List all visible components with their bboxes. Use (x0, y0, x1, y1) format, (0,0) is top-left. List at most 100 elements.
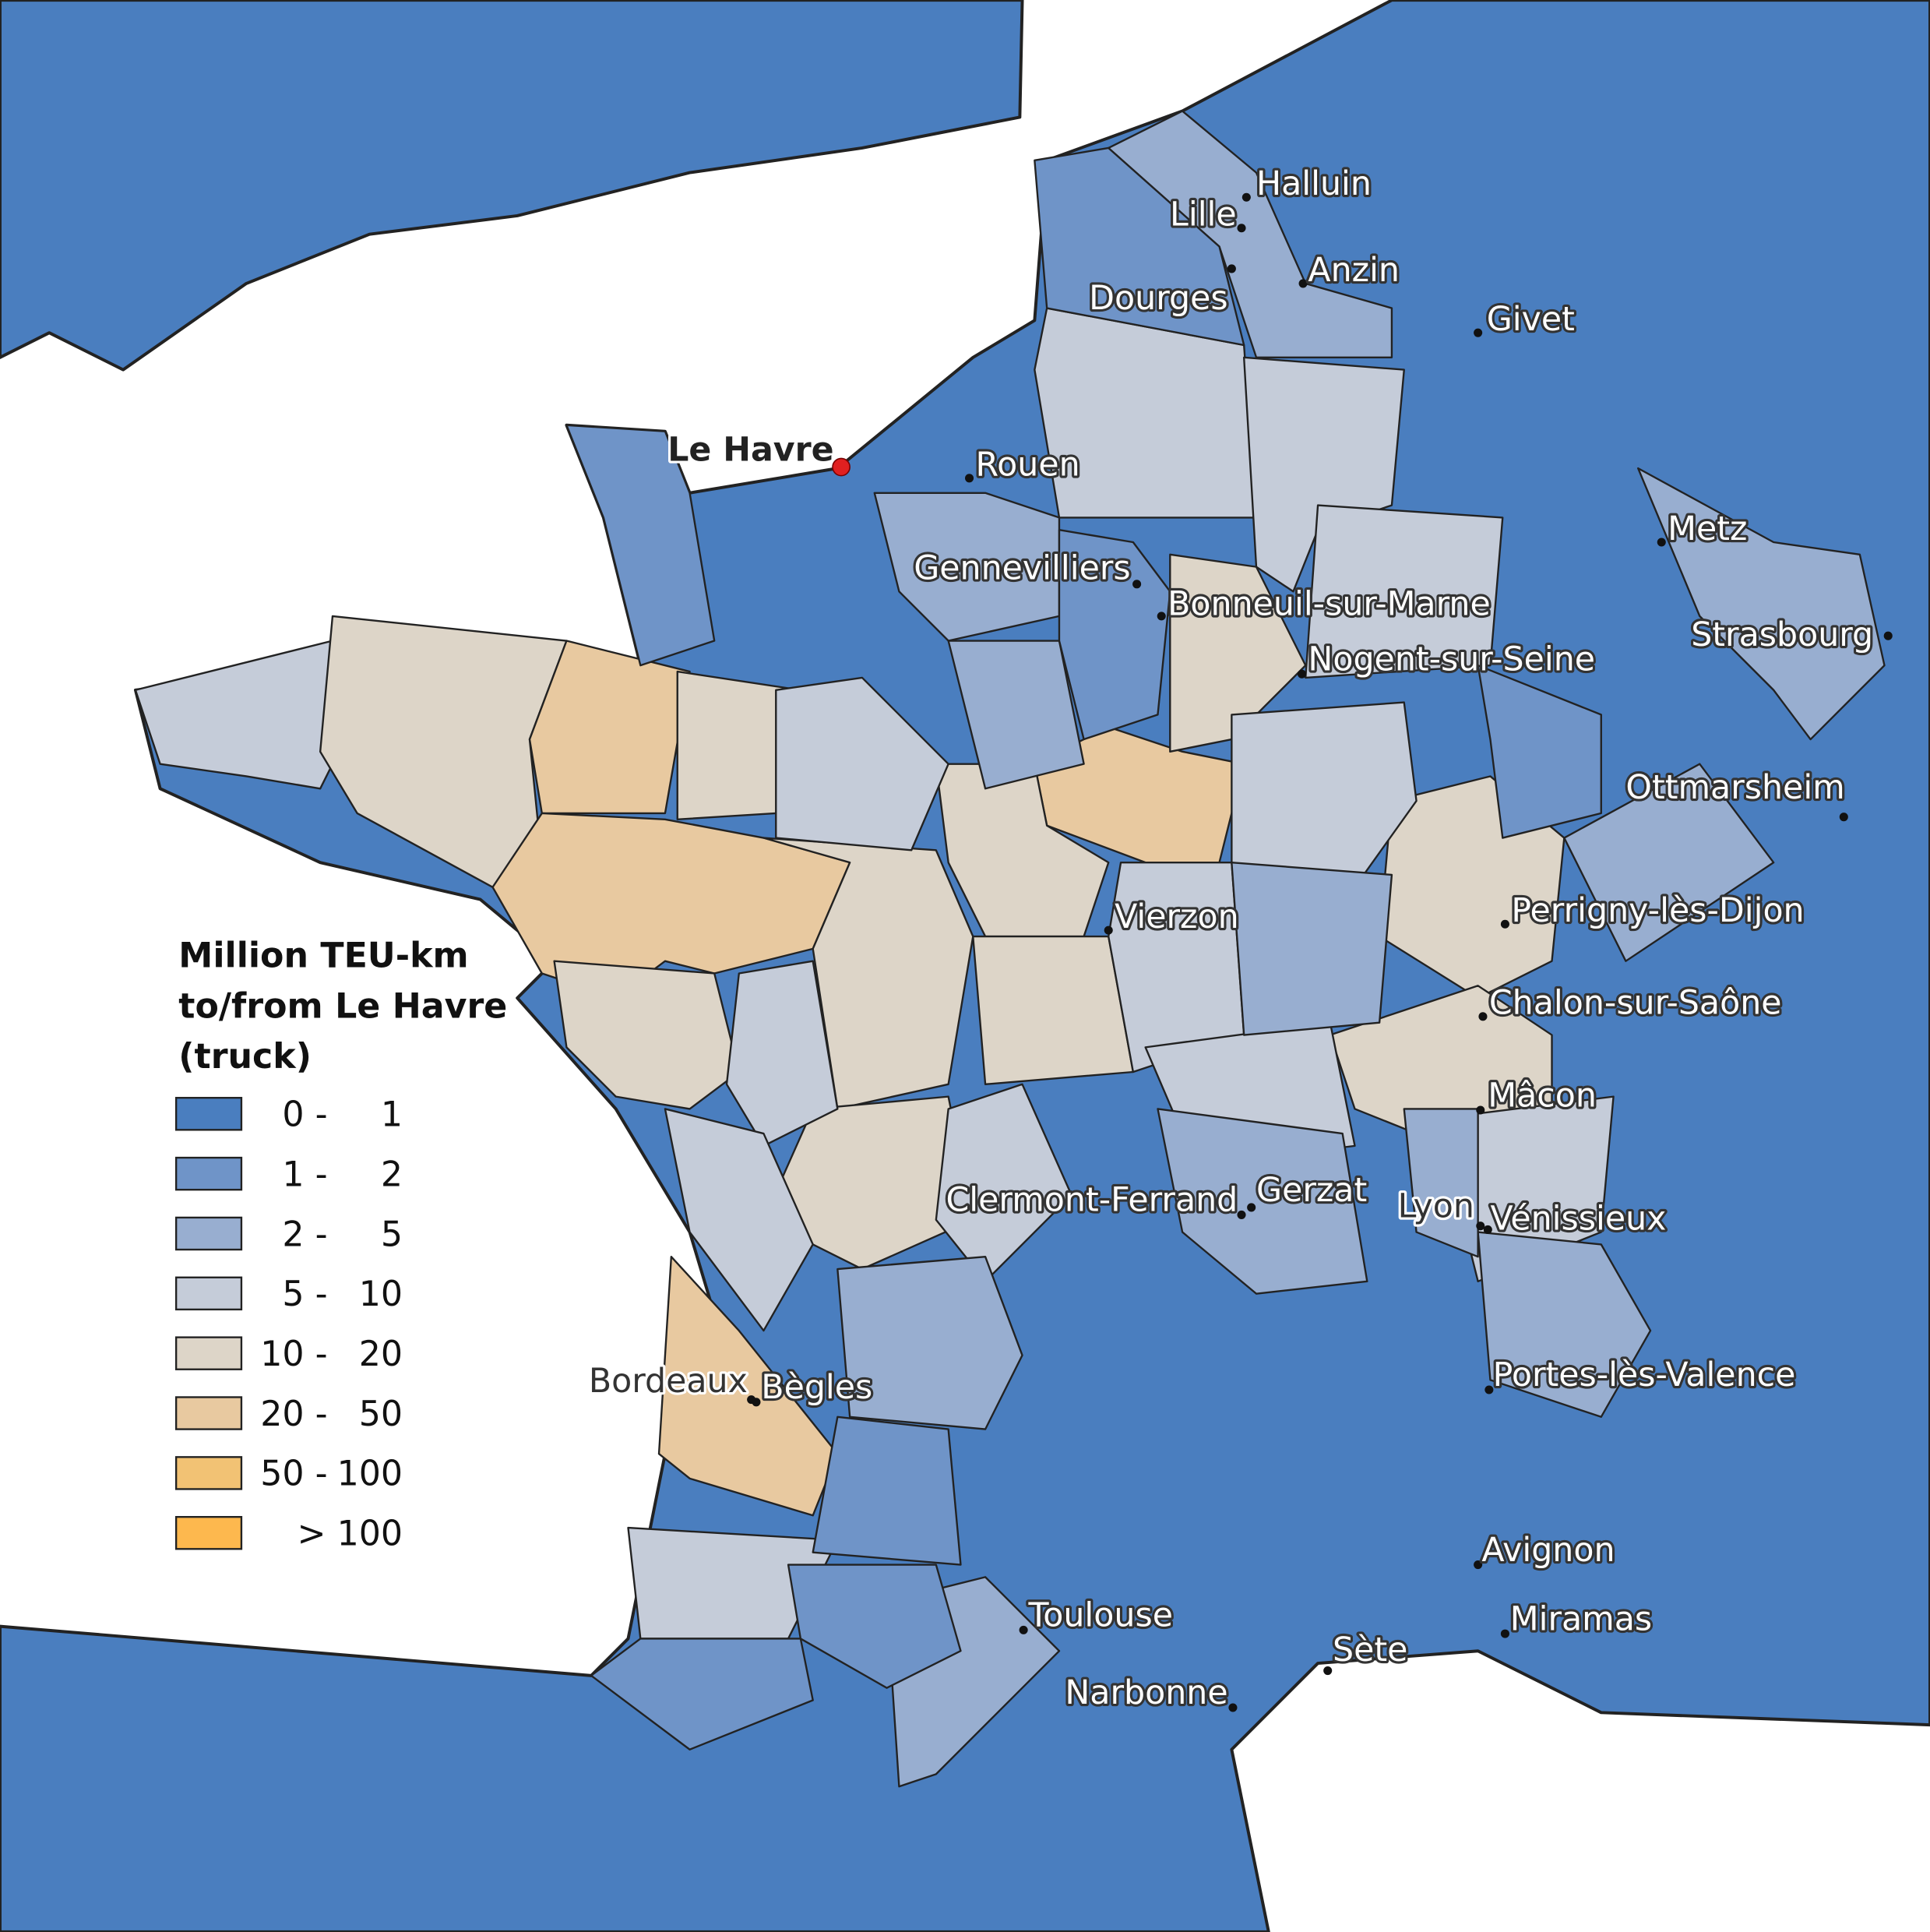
city-dot (1483, 1225, 1492, 1234)
city-dot (1227, 264, 1236, 273)
legend-high: 10 (359, 1274, 403, 1314)
city-label: Gennevilliers (914, 548, 1130, 587)
region (664, 1108, 814, 1332)
city-label: Halluin (1256, 164, 1372, 203)
region (1637, 467, 1886, 741)
city-dot (1500, 919, 1509, 929)
city-dot (1484, 1385, 1494, 1394)
city-label: Narbonne (1065, 1673, 1227, 1712)
legend-title: to/from Le Havre (178, 986, 507, 1026)
city-label: Anzin (1308, 251, 1400, 290)
region (787, 1564, 962, 1689)
legend-swatch (174, 1097, 243, 1131)
legend-low: 1 - (282, 1155, 327, 1194)
city-label: Nogent-sur-Seine (1308, 640, 1595, 679)
city-dot (1500, 1629, 1509, 1638)
port-marker (832, 457, 851, 477)
city-label: Bègles (761, 1368, 872, 1407)
legend-high: 2 (381, 1155, 403, 1194)
region (762, 837, 974, 1110)
city-label: Strasbourg (1691, 615, 1873, 654)
city-dot (1157, 612, 1166, 621)
legend-swatch (174, 1216, 243, 1251)
city-dot (752, 1398, 761, 1407)
legend-low: 10 - (260, 1334, 327, 1374)
britain (0, 0, 1024, 372)
region (553, 960, 741, 1110)
city-dot (1323, 1666, 1333, 1676)
city-dot (1241, 192, 1251, 202)
region (1157, 1108, 1368, 1295)
legend-low: 20 - (260, 1394, 327, 1434)
city-label: Toulouse (1027, 1596, 1173, 1635)
city-label: Metz (1668, 509, 1747, 548)
legend-high: 20 (359, 1334, 403, 1374)
legend-swatch (174, 1456, 243, 1490)
legend: Million TEU-km to/from Le Havre (truck) 0 -… (174, 936, 507, 1554)
city-label: Le Havre (667, 431, 833, 470)
city-label: Lille (1170, 196, 1237, 234)
legend-high: 100 (337, 1454, 403, 1494)
city-dot (1297, 669, 1307, 679)
region (1477, 664, 1602, 839)
region (935, 1083, 1072, 1283)
city-dot (1104, 925, 1113, 935)
region (657, 1256, 839, 1517)
city-dot (1478, 1012, 1488, 1021)
city-dot (1657, 538, 1666, 547)
city-label: Sète (1333, 1631, 1407, 1669)
city-dot (1237, 224, 1246, 233)
region (947, 640, 1085, 790)
legend-low: 2 - (282, 1215, 327, 1254)
legend-swatch (174, 1156, 243, 1191)
city-dot (1237, 1210, 1246, 1219)
city-dot (1247, 1203, 1256, 1212)
city-dot (1132, 580, 1142, 589)
city-label: Lyon (1398, 1187, 1474, 1226)
legend-swatch (174, 1276, 243, 1311)
region (1169, 553, 1307, 753)
city-dot (1883, 631, 1893, 640)
city-label: Bonneuil-sur-Marne (1168, 584, 1491, 623)
city-dot (1839, 813, 1848, 822)
city-label: Ottmarsheim (1625, 768, 1844, 807)
city-dot (1476, 1105, 1485, 1115)
region (590, 1638, 814, 1750)
regions (134, 110, 1886, 1788)
city-dot (1474, 1560, 1483, 1570)
region (1477, 1231, 1652, 1418)
region (1231, 861, 1393, 1036)
region (725, 960, 839, 1148)
city-dot (1298, 279, 1308, 288)
city-label: Dourges (1089, 279, 1227, 318)
city-label: Miramas (1510, 1599, 1652, 1638)
legend-low: 5 - (282, 1274, 327, 1314)
city-dot (1476, 1222, 1485, 1231)
city-dot (1228, 1703, 1238, 1712)
region (1563, 763, 1775, 962)
region (812, 1416, 962, 1566)
region (1231, 701, 1418, 888)
region (836, 1256, 1023, 1430)
city-label: Bordeaux (589, 1362, 748, 1401)
region (1108, 110, 1393, 358)
city-label: Givet (1487, 300, 1575, 339)
city-label: Avignon (1481, 1531, 1615, 1570)
region (1403, 1108, 1479, 1258)
city-dot (1019, 1625, 1028, 1634)
legend-swatch (174, 1336, 243, 1370)
legend-low: 0 - (282, 1095, 327, 1135)
region (1034, 146, 1245, 347)
legend-high: > 100 (297, 1514, 403, 1554)
region (565, 424, 716, 667)
city-label: Chalon-sur-Saône (1489, 984, 1782, 1023)
city-label: Rouen (975, 446, 1079, 485)
city-label: Mâcon (1488, 1076, 1597, 1115)
legend-title: (truck) (178, 1037, 312, 1077)
city-label: Clermont-Ferrand (946, 1181, 1238, 1220)
legend-high: 50 (359, 1394, 403, 1434)
legend-swatch (174, 1396, 243, 1430)
region (1058, 529, 1171, 741)
